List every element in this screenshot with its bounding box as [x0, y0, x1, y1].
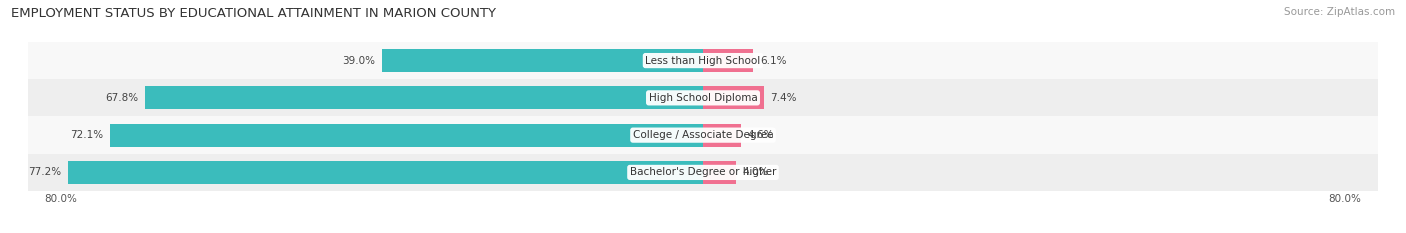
Bar — [703, 123, 741, 147]
Text: High School Diploma: High School Diploma — [648, 93, 758, 103]
Text: EMPLOYMENT STATUS BY EDUCATIONAL ATTAINMENT IN MARION COUNTY: EMPLOYMENT STATUS BY EDUCATIONAL ATTAINM… — [11, 7, 496, 20]
Bar — [703, 49, 754, 72]
Bar — [28, 79, 1378, 116]
Legend: In Labor Force, Unemployed: In Labor Force, Unemployed — [610, 230, 796, 233]
Bar — [382, 49, 703, 72]
Bar — [703, 161, 735, 184]
Text: Source: ZipAtlas.com: Source: ZipAtlas.com — [1284, 7, 1395, 17]
Bar — [703, 86, 763, 110]
Text: 72.1%: 72.1% — [70, 130, 103, 140]
Text: 6.1%: 6.1% — [759, 56, 786, 65]
Text: 4.0%: 4.0% — [742, 168, 769, 177]
Text: Less than High School: Less than High School — [645, 56, 761, 65]
Bar — [67, 161, 703, 184]
Text: 67.8%: 67.8% — [105, 93, 138, 103]
Text: 4.6%: 4.6% — [748, 130, 773, 140]
Text: 39.0%: 39.0% — [343, 56, 375, 65]
Bar — [28, 116, 1378, 154]
Text: College / Associate Degree: College / Associate Degree — [633, 130, 773, 140]
Text: 7.4%: 7.4% — [770, 93, 797, 103]
Bar — [28, 42, 1378, 79]
Bar — [145, 86, 703, 110]
Text: Bachelor's Degree or higher: Bachelor's Degree or higher — [630, 168, 776, 177]
Bar — [28, 154, 1378, 191]
Text: 80.0%: 80.0% — [45, 194, 77, 204]
Text: 80.0%: 80.0% — [1329, 194, 1361, 204]
Bar — [110, 123, 703, 147]
Text: 77.2%: 77.2% — [28, 168, 60, 177]
